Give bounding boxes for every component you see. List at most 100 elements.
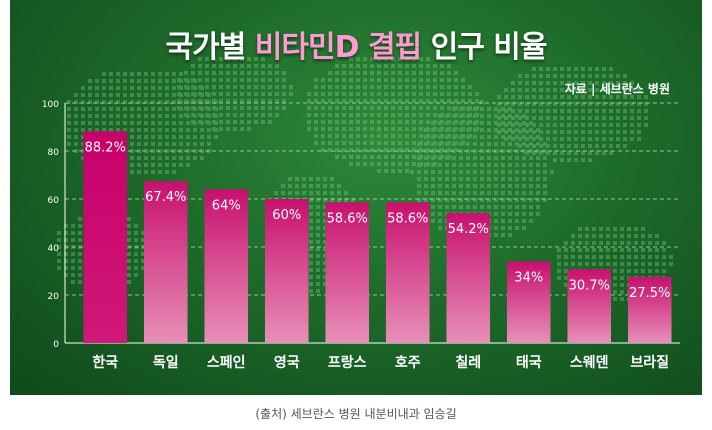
map-dot: [501, 233, 505, 237]
map-dot: [616, 109, 620, 113]
map-dot: [158, 72, 162, 76]
map-dot: [461, 120, 465, 124]
map-dot: [207, 114, 211, 118]
map-dot: [452, 177, 456, 181]
map-dot: [370, 71, 374, 75]
map-dot: [233, 106, 237, 110]
map-dot: [529, 163, 533, 167]
map-dot: [391, 148, 395, 152]
map-dot: [412, 134, 416, 138]
map-dot: [602, 123, 606, 127]
map-dot: [459, 135, 463, 139]
map-dot: [574, 67, 578, 71]
map-dot: [529, 212, 533, 216]
map-dot: [330, 177, 334, 181]
map-dot: [261, 78, 265, 82]
map-dot: [247, 127, 251, 131]
map-dot: [641, 241, 645, 245]
map-dot: [158, 100, 162, 104]
map-dot: [511, 137, 515, 141]
map-dot: [349, 78, 353, 82]
map-dot: [447, 134, 451, 138]
map-dot: [398, 99, 402, 103]
map-dot: [254, 85, 258, 89]
map-dot: [648, 269, 652, 273]
map-dot: [179, 79, 183, 83]
map-dot: [321, 106, 325, 110]
map-dot: [328, 127, 332, 131]
map-dot: [620, 283, 624, 287]
map-dot: [254, 106, 258, 110]
map-dot: [461, 99, 465, 103]
map-dot: [384, 148, 388, 152]
map-dot: [130, 86, 134, 90]
map-dot: [186, 156, 190, 160]
map-dot: [501, 198, 505, 202]
map-dot: [261, 92, 265, 96]
map-dot: [193, 100, 197, 104]
map-dot: [634, 248, 638, 252]
map-dot: [268, 99, 272, 103]
map-dot: [377, 141, 381, 145]
map-dot: [480, 191, 484, 195]
map-dot: [480, 156, 484, 160]
map-dot: [342, 71, 346, 75]
map-dot: [109, 93, 113, 97]
map-dot: [109, 114, 113, 118]
map-dot: [487, 191, 491, 195]
map-dot: [335, 148, 339, 152]
map-dot: [609, 137, 613, 141]
map-dot: [405, 120, 409, 124]
map-dot: [335, 113, 339, 117]
map-dot: [543, 156, 547, 160]
map-dot: [452, 107, 456, 111]
map-dot: [377, 155, 381, 159]
map-dot: [578, 234, 582, 238]
map-dot: [247, 120, 251, 124]
map-dot: [522, 163, 526, 167]
map-dot: [609, 144, 613, 148]
map-dot: [186, 79, 190, 83]
map-dot: [571, 248, 575, 252]
map-dot: [74, 128, 78, 132]
map-dot: [426, 120, 430, 124]
map-dot: [571, 262, 575, 266]
map-dot: [342, 64, 346, 68]
category-label: 브라질: [630, 355, 669, 371]
map-dot: [307, 113, 311, 117]
map-dot: [109, 72, 113, 76]
map-dot: [391, 71, 395, 75]
map-dot: [377, 71, 381, 75]
map-dot: [109, 100, 113, 104]
map-dot: [518, 116, 522, 120]
map-dot: [417, 191, 421, 195]
map-dot: [438, 114, 442, 118]
map-dot: [226, 127, 230, 131]
map-dot: [412, 78, 416, 82]
map-dot: [151, 93, 155, 97]
map-dot: [321, 120, 325, 124]
map-dot: [581, 151, 585, 155]
map-dot: [405, 99, 409, 103]
map-dot: [525, 95, 529, 99]
map-dot: [595, 123, 599, 127]
map-dot: [532, 67, 536, 71]
map-dot: [623, 137, 627, 141]
map-dot: [344, 198, 348, 202]
map-dot: [581, 95, 585, 99]
map-dot: [370, 120, 374, 124]
map-dot: [116, 107, 120, 111]
map-dot: [426, 106, 430, 110]
map-dot: [193, 142, 197, 146]
map-dot: [536, 184, 540, 188]
map-dot: [207, 100, 211, 104]
map-dot: [247, 57, 251, 61]
map-dot: [323, 177, 327, 181]
bar: [204, 189, 249, 343]
map-dot: [349, 106, 353, 110]
map-dot: [130, 107, 134, 111]
map-dot: [529, 205, 533, 209]
map-dot: [384, 78, 388, 82]
map-dot: [193, 86, 197, 90]
map-dot: [356, 120, 360, 124]
